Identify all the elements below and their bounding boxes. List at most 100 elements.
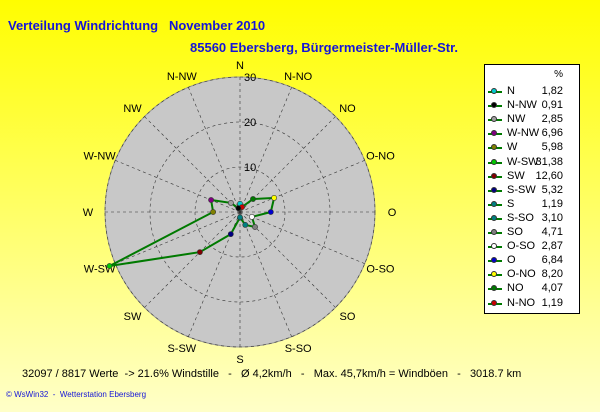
legend-item-value: 2,87 xyxy=(541,240,563,253)
legend-marker-swatch xyxy=(491,243,497,250)
legend-item-name: S-SO xyxy=(507,211,534,224)
direction-label-nw: NW xyxy=(123,103,142,115)
legend-item: W-NW 6,96 xyxy=(485,127,579,141)
marker-w-sw xyxy=(106,263,113,269)
legend-item-name: O-NO xyxy=(507,268,536,281)
legend-item: N-NO 1,19 xyxy=(485,297,579,311)
grid-spoke-w-sw xyxy=(115,211,241,264)
legend-item-name: S xyxy=(507,197,515,210)
direction-label-s-sw: S-SW xyxy=(167,343,196,355)
direction-label-o-so: O-SO xyxy=(366,263,395,275)
direction-label-sw: SW xyxy=(124,311,142,323)
direction-label-s-so: S-SO xyxy=(285,343,312,355)
direction-label-s: S xyxy=(236,354,243,366)
marker-s-so xyxy=(242,221,249,228)
legend-item-name: S-SW xyxy=(507,183,536,196)
legend-item: W 5,98 xyxy=(485,141,579,155)
legend-item-name: W-SW xyxy=(507,155,539,168)
ring-label-30: 30 xyxy=(244,72,256,84)
legend-item: NW 2,85 xyxy=(485,113,579,127)
legend-item: O-SO 2,87 xyxy=(485,240,579,254)
legend-item-name: NW xyxy=(507,113,526,126)
marker-n-nw xyxy=(235,205,242,212)
legend-marker-swatch xyxy=(491,200,497,207)
legend-item-value: 1,19 xyxy=(541,296,563,309)
direction-label-n-no: N-NO xyxy=(284,71,313,83)
grid-spoke-nw xyxy=(144,116,241,213)
legend-marker-swatch xyxy=(491,299,497,306)
legend-item-value: 6,96 xyxy=(541,127,563,140)
ring-label-20: 20 xyxy=(244,117,256,129)
legend-item: NO 4,07 xyxy=(485,282,579,296)
grid-spoke-s-sw xyxy=(188,211,241,337)
legend-marker-swatch xyxy=(491,116,497,123)
grid-rings xyxy=(104,76,376,348)
legend-item-value: 1,82 xyxy=(541,85,563,97)
legend-item-value: 3,10 xyxy=(541,211,563,224)
legend-item-value: 6,84 xyxy=(541,254,563,267)
chart-title: Verteilung Windrichtung November 2010 xyxy=(8,18,266,33)
grid-spoke-sw xyxy=(144,211,241,308)
legend-marker-swatch xyxy=(491,158,497,165)
legend-item: W-SW 31,38 xyxy=(485,156,579,170)
legend-item: N-NW 0,91 xyxy=(485,99,579,113)
legend-item-name: W-NW xyxy=(507,127,540,140)
legend-item-value: 31,38 xyxy=(535,155,563,168)
marker-o-so xyxy=(248,213,255,220)
legend-item-name: N-NO xyxy=(507,296,536,309)
legend-item-value: 8,20 xyxy=(541,268,563,281)
legend-marker-swatch xyxy=(491,130,497,137)
grid-spoke-n-nw xyxy=(188,87,241,213)
grid-ring-30 xyxy=(104,76,376,348)
marker-w-nw xyxy=(208,197,214,203)
grid-ring-10 xyxy=(194,166,286,258)
legend-marker-swatch xyxy=(491,88,497,94)
grid-spoke-n-no xyxy=(239,87,292,213)
legend-item-value: 0,91 xyxy=(541,99,563,112)
legend-item-value: 5,32 xyxy=(541,183,563,196)
legend-item-value: 2,85 xyxy=(541,113,563,126)
legend-item-value: 12,60 xyxy=(535,169,563,182)
ring-label-10: 10 xyxy=(244,162,256,174)
legend-marker-swatch xyxy=(491,229,497,235)
legend-item-name: SO xyxy=(507,226,523,238)
grid-spoke-o-no xyxy=(239,160,365,213)
chart-subtitle: 85560 Ebersberg, Bürgermeister-Müller-St… xyxy=(190,40,459,55)
legend-marker-swatch xyxy=(491,144,497,151)
grid-spoke-w-nw xyxy=(115,160,241,213)
legend-item: S-SW 5,32 xyxy=(485,184,579,198)
legend-item-name: N-NW xyxy=(507,99,537,112)
legend-item: O-NO 8,20 xyxy=(485,268,579,282)
direction-label-w: W xyxy=(83,207,94,219)
ring-labels: 10 20 30 xyxy=(244,72,256,174)
legend-item-value: 1,19 xyxy=(541,197,563,210)
direction-label-no: NO xyxy=(339,103,356,115)
legend-marker-swatch xyxy=(491,285,497,292)
grid-spoke-o-so xyxy=(239,211,365,264)
grid-spoke-so xyxy=(239,211,336,308)
legend-marker-swatch xyxy=(491,257,497,264)
legend-unit-header: % xyxy=(554,69,563,80)
grid-spoke-s-so xyxy=(239,211,292,337)
legend-item: O 6,84 xyxy=(485,254,579,268)
legend-item: SW 12,60 xyxy=(485,170,579,184)
marker-s xyxy=(237,214,243,221)
direction-label-w-nw: W-NW xyxy=(83,151,116,163)
marker-s-sw xyxy=(227,231,234,237)
legend-item-name: SW xyxy=(507,169,525,182)
legend-item-value: 4,71 xyxy=(541,226,563,238)
legend-item: S 1,19 xyxy=(485,198,579,212)
legend-item-name: NO xyxy=(507,282,524,295)
grid-spoke-no xyxy=(239,116,336,213)
legend-marker-swatch xyxy=(491,271,497,278)
legend-item-name: O xyxy=(507,254,516,267)
data-markers xyxy=(106,194,277,269)
legend-item: S-SO 3,10 xyxy=(485,212,579,226)
marker-o-no xyxy=(271,194,277,201)
legend-marker-swatch xyxy=(491,186,497,193)
legend-marker-swatch xyxy=(491,172,497,179)
direction-label-n: N xyxy=(236,60,244,72)
grid-lines xyxy=(105,77,375,347)
legend-item-value: 4,07 xyxy=(541,282,563,295)
